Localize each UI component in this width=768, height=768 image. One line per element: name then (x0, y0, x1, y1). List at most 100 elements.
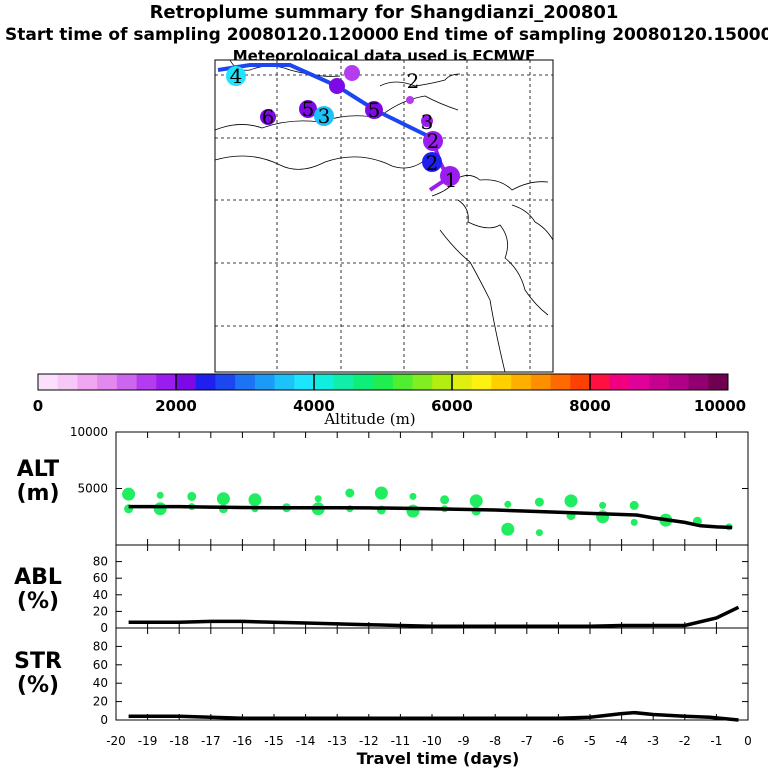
trajectory-labels: 1 2 2 2 3 3 4 5 5 6 (230, 64, 458, 192)
colorbar-tick-label: 6000 (431, 397, 473, 415)
x-tick-label: -9 (458, 734, 470, 748)
colorbar-swatch (274, 374, 295, 390)
x-tick-label: -16 (233, 734, 253, 748)
colorbar-swatch (333, 374, 354, 390)
colorbar-swatch (136, 374, 157, 390)
y-tick-label: 80 (93, 639, 108, 653)
colorbar-swatch (550, 374, 571, 390)
trajectory-label: 2 (427, 129, 440, 153)
colorbar-swatch (471, 374, 492, 390)
y-tick-label: 40 (93, 676, 108, 690)
plume-point (501, 522, 515, 536)
x-tick-label: -3 (647, 734, 659, 748)
x-tick-label: 0 (744, 734, 752, 748)
y-tick-label: 60 (93, 658, 108, 672)
trajectory-label: 5 (368, 98, 381, 122)
colorbar-swatch (609, 374, 630, 390)
colorbar-tick-label: 10000 (694, 397, 746, 415)
border-line (214, 155, 426, 170)
trajectory-dot (440, 166, 460, 186)
plume-point (630, 518, 638, 526)
abl-panel-unit: (%) (17, 589, 59, 614)
colorbar-swatch (294, 374, 315, 390)
x-tick-label: -4 (616, 734, 628, 748)
trajectory-label: 6 (262, 105, 275, 129)
chart-title: Retroplume summary for Shangdianzi_20080… (149, 2, 619, 23)
plume-point (153, 502, 167, 516)
plume-point (156, 491, 164, 499)
colorbar-swatch (629, 374, 650, 390)
colorbar-swatch (511, 374, 532, 390)
trajectory-dot (365, 101, 383, 119)
plume-point (535, 529, 543, 537)
trajectory-label: 3 (318, 104, 331, 128)
alt-panel-unit: (m) (16, 481, 59, 506)
colorbar-swatch (314, 374, 335, 390)
colorbar-swatch (373, 374, 394, 390)
trajectory-label: 4 (230, 64, 243, 88)
trajectory-markers (226, 65, 460, 186)
colorbar-swatch (215, 374, 236, 390)
colorbar-swatch (668, 374, 689, 390)
panel-abl: 0 20 40 60 80 (93, 544, 749, 635)
colorbar-tick-label: 2000 (155, 397, 197, 415)
colorbar-swatch (254, 374, 275, 390)
trajectory-label: 5 (302, 97, 315, 121)
plume-point (345, 488, 355, 498)
colorbar-swatch (649, 374, 670, 390)
border-line (439, 229, 506, 373)
panel-frame (115, 544, 749, 629)
y-tick-label: 20 (93, 695, 108, 709)
plume-point (564, 494, 578, 508)
colorbar-swatch (688, 374, 709, 390)
x-tick-label: -1 (710, 734, 722, 748)
trajectory-dot (406, 96, 414, 104)
x-tick-label: -11 (391, 734, 411, 748)
x-tick-label: -13 (327, 734, 347, 748)
plume-point (504, 500, 512, 508)
y-tick-label: 5000 (77, 482, 108, 496)
trajectory-dot (329, 78, 345, 94)
x-tick-label: -18 (169, 734, 189, 748)
plume-point (534, 497, 544, 507)
colorbar-frame (37, 373, 729, 391)
colorbar-tick-labels: 0 2000 4000 6000 8000 10000 (33, 397, 746, 415)
border-line (214, 95, 459, 131)
border-line (379, 73, 461, 87)
colorbar-swatch (156, 374, 177, 390)
alt-panel-label: ALT (17, 457, 59, 482)
y-tick-label: 60 (93, 571, 108, 585)
plume-point (314, 495, 322, 503)
plume-point (469, 494, 483, 508)
colorbar-swatch (452, 374, 473, 390)
x-axis-title: Travel time (days) (357, 749, 520, 768)
x-tick-label: -7 (521, 734, 533, 748)
colorbar-swatch (590, 374, 611, 390)
colorbar-tick-label: 8000 (569, 397, 611, 415)
str-panel-label: STR (14, 649, 62, 674)
colorbar-swatch (392, 374, 413, 390)
trajectory-dot (314, 106, 334, 126)
plume-point (122, 487, 136, 501)
trajectory-dot (421, 115, 433, 127)
colorbar-swatch (97, 374, 118, 390)
plume-point (406, 504, 420, 518)
colorbar-swatch (235, 374, 256, 390)
plume-point (599, 501, 607, 509)
colorbar-tick-label: 4000 (293, 397, 335, 415)
coastline (511, 204, 554, 241)
x-tick-label: -10 (422, 734, 442, 748)
trajectory-dot (226, 66, 246, 86)
trajectory-dot (299, 100, 317, 118)
x-tick-label: -8 (489, 734, 501, 748)
x-tick-label: -14 (296, 734, 316, 748)
abl-panel-label: ABL (14, 565, 62, 590)
end-time-label: End time of sampling 20080120.150000 (403, 25, 768, 45)
y-tick-label: 20 (93, 604, 108, 618)
plume-point (248, 493, 262, 507)
colorbar-swatch (708, 374, 729, 390)
plume-point (409, 492, 417, 500)
trajectory-label: 3 (421, 110, 434, 134)
